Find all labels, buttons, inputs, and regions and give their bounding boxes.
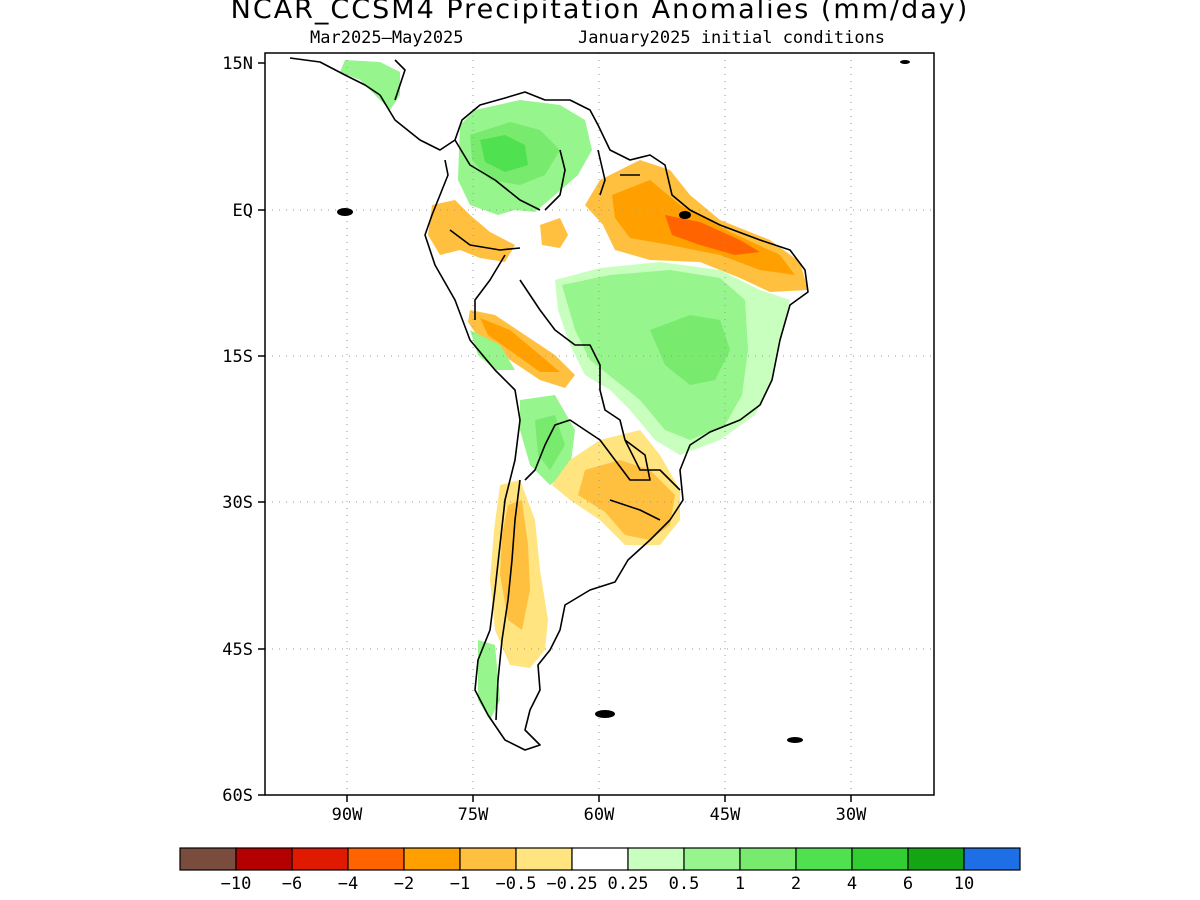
- lat-tick-label: 45S: [222, 640, 253, 660]
- anomaly-region: [665, 215, 760, 255]
- anomaly-region: [428, 200, 515, 262]
- colorbar-swatch: [179, 847, 237, 871]
- colorbar-label: −0.25: [546, 874, 597, 894]
- colorbar-label: 1: [735, 874, 745, 894]
- colorbar-swatch: [235, 847, 293, 871]
- colorbar-label: 2: [791, 874, 801, 894]
- south-america-coastline: [379, 91, 809, 751]
- lat-tick-label: 15S: [222, 347, 253, 367]
- lat-tick-label: EQ: [233, 201, 253, 221]
- colorbar-swatch: [739, 847, 797, 871]
- lon-tick-label: 30W: [836, 805, 867, 825]
- lon-tick-label: 60W: [584, 805, 615, 825]
- islands: [337, 60, 910, 743]
- lon-axis-labels: 90W 75W 60W 45W 30W: [332, 805, 867, 825]
- anomaly-region: [470, 330, 515, 370]
- coastlines: [289, 57, 809, 751]
- lon-tick-label: 90W: [332, 805, 363, 825]
- initial-conditions: January2025 initial conditions: [578, 28, 886, 48]
- lon-tick-label: 45W: [710, 805, 741, 825]
- colorbar: −10 −6 −4 −2 −1 −0.5 −0.25 0.25 0.5 1 2 4 6 10: [179, 847, 1021, 894]
- colorbar-swatch: [907, 847, 965, 871]
- colorbar-label: −4: [338, 874, 358, 894]
- central-america-coastline: [289, 57, 406, 101]
- colorbar-label: −2: [394, 874, 414, 894]
- colorbar-swatch: [627, 847, 685, 871]
- axis-ticks: [258, 62, 852, 802]
- colorbar-swatch: [403, 847, 461, 871]
- colorbar-swatch: [683, 847, 741, 871]
- colorbar-swatch: [795, 847, 853, 871]
- colorbar-swatch: [851, 847, 909, 871]
- colorbar-label: −1: [450, 874, 470, 894]
- colorbar-label: −10: [221, 874, 252, 894]
- colorbar-swatch: [963, 847, 1021, 871]
- colorbar-label: −6: [282, 874, 302, 894]
- colorbar-swatch: [515, 847, 573, 871]
- lon-tick-label: 75W: [458, 805, 489, 825]
- anomaly-region: [650, 315, 730, 385]
- anomaly-region: [480, 135, 528, 172]
- colorbar-label: 0.5: [669, 874, 700, 894]
- graticule: [265, 53, 934, 795]
- colorbar-label: −0.5: [496, 874, 537, 894]
- colorbar-label: 4: [847, 874, 857, 894]
- forecast-period: Mar2025–May2025: [310, 28, 464, 48]
- lat-tick-label: 15N: [222, 54, 253, 74]
- anomaly-region: [540, 218, 568, 248]
- lat-axis-labels: 15N EQ 15S 30S 45S 60S: [222, 54, 253, 806]
- colorbar-swatch: [459, 847, 517, 871]
- anomaly-region: [480, 318, 560, 372]
- anomaly-region: [340, 60, 400, 110]
- precip-anomaly-field: [340, 60, 808, 720]
- colorbar-swatch: [571, 847, 629, 871]
- anomaly-region: [535, 415, 565, 470]
- colorbar-label: 6: [903, 874, 913, 894]
- map-title: NCAR_CCSM4 Precipitation Anomalies (mm/d…: [230, 0, 970, 25]
- anomaly-region: [478, 640, 500, 720]
- lat-tick-label: 30S: [222, 493, 253, 513]
- colorbar-label: 0.25: [608, 874, 649, 894]
- colorbar-swatch: [347, 847, 405, 871]
- colorbar-swatch: [291, 847, 349, 871]
- border-line: [495, 479, 521, 721]
- anomaly-region: [562, 270, 748, 440]
- lat-tick-label: 60S: [222, 786, 253, 806]
- colorbar-label: 10: [954, 874, 974, 894]
- border-line: [449, 139, 681, 521]
